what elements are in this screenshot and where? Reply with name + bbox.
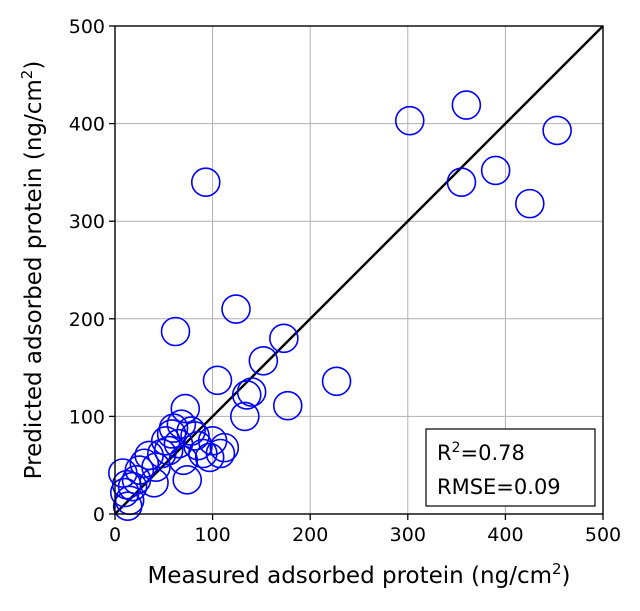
x-axis-label: Measured adsorbed protein (ng/cm2) <box>147 560 570 589</box>
y-tick-label: 100 <box>69 406 105 428</box>
data-point <box>480 155 511 186</box>
stats-box-frame <box>425 428 596 507</box>
data-point <box>446 167 477 197</box>
y-tick-label: 500 <box>69 16 105 38</box>
x-tick-label: 100 <box>194 524 230 546</box>
identity-line <box>114 25 604 515</box>
data-point <box>202 365 233 396</box>
identity-line-layer <box>114 25 604 515</box>
data-point <box>190 167 221 197</box>
data-point <box>172 465 203 495</box>
x-tick-label: 500 <box>585 524 621 546</box>
data-point <box>221 294 251 324</box>
data-point <box>160 316 191 347</box>
data-point <box>139 467 169 498</box>
data-point <box>514 188 545 219</box>
stats-box: R2=0.78 RMSE=0.09 <box>425 428 596 507</box>
y-tick-label: 300 <box>69 211 105 233</box>
data-point <box>230 401 260 432</box>
data-point <box>248 345 279 376</box>
data-point <box>231 380 262 410</box>
y-tick-label: 200 <box>69 309 105 331</box>
data-point <box>269 323 299 354</box>
x-tick-label: 300 <box>390 524 426 546</box>
data-point <box>183 430 213 461</box>
data-point <box>272 390 303 421</box>
data-point <box>451 90 482 120</box>
x-tick-label: 400 <box>487 524 523 546</box>
data-point <box>394 105 425 136</box>
x-tick-label: 0 <box>109 524 121 546</box>
rmse-label: RMSE=0.09 <box>437 475 561 499</box>
data-point <box>236 377 267 407</box>
y-tick-label: 400 <box>69 114 105 136</box>
data-points <box>108 90 572 521</box>
data-point <box>321 366 352 397</box>
data-point <box>209 432 240 463</box>
y-tick-label: 0 <box>93 504 105 526</box>
data-point <box>153 435 184 466</box>
data-point <box>542 115 572 146</box>
data-point <box>205 438 236 469</box>
axis-ticks: 0 100 200 300 400 500 0 100 200 300 400 500 <box>69 16 621 546</box>
data-point <box>141 452 171 482</box>
y-axis-label: Predicted adsorbed protein (ng/cm2) <box>18 61 47 480</box>
data-point <box>117 471 148 502</box>
plot-frame <box>114 25 604 515</box>
data-point <box>170 393 201 424</box>
data-point <box>129 448 160 479</box>
data-point <box>158 413 189 443</box>
r-squared-label: R2=0.78 <box>437 440 525 465</box>
x-tick-label: 200 <box>292 524 328 546</box>
data-point <box>147 438 177 469</box>
